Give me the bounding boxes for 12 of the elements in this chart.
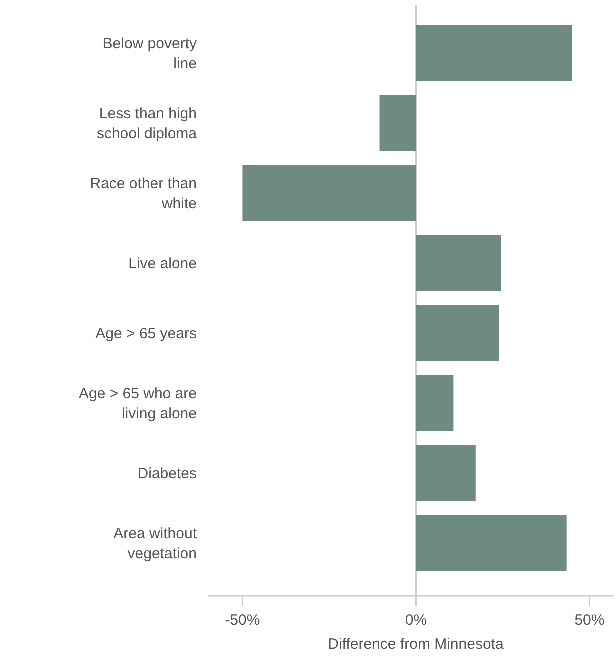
y-tick-label: Age > 65 who are living alone	[78, 386, 197, 422]
x-tick-label: 0%	[405, 612, 428, 629]
y-tick-label: Live alone	[128, 256, 197, 272]
y-tick-label: Area without vegetation	[114, 526, 198, 562]
y-tick-label: Below poverty line	[102, 36, 198, 72]
x-tick-label: -50%	[225, 612, 260, 629]
y-tick-label: Age > 65 years	[96, 326, 197, 342]
y-tick-label: Diabetes	[138, 466, 197, 482]
y-tick-label: Race other than white	[90, 176, 197, 212]
x-tick-label: 50%	[574, 612, 605, 629]
y-tick-label: Less than high school diploma	[96, 106, 198, 142]
x-axis-title: Difference from Minnesota	[328, 636, 504, 653]
